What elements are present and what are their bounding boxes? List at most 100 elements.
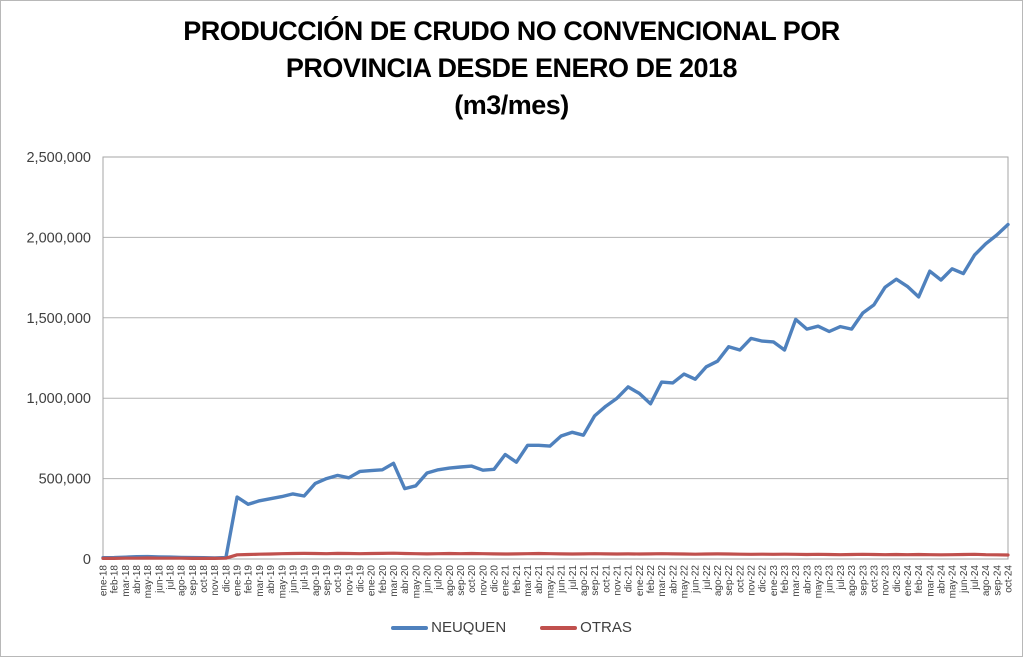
x-axis-tick-label: may-20 [411,565,422,599]
legend-label-otras: OTRAS [580,619,632,636]
x-axis-tick-label: feb-24 [914,565,925,594]
x-axis-tick-label: mar-18 [121,565,132,597]
x-axis-tick-label: jun-21 [557,565,568,594]
x-axis-tick-label: dic-18 [221,565,232,593]
x-axis-tick-label: oct-22 [735,565,746,593]
x-axis-tick-label: ene-20 [367,565,378,597]
x-axis-tick-label: jun-18 [154,565,165,594]
x-axis-tick-label: sep-20 [456,565,467,596]
x-axis-tick-label: dic-22 [758,565,769,593]
x-axis-tick-label: ene-24 [903,565,914,597]
x-axis-tick-label: jun-23 [825,565,836,594]
x-axis-tick-label: abr-20 [400,565,411,594]
x-axis-tick-label: abr-19 [266,565,277,594]
y-axis-tick-label: 0 [83,552,91,568]
x-axis-tick-label: feb-21 [512,565,523,594]
x-axis-tick-label: ago-21 [579,565,590,597]
x-axis-tick-label: oct-20 [467,565,478,593]
x-axis-tick-label: mar-24 [925,565,936,597]
x-axis-tick-label: jun-19 [288,565,299,594]
x-axis-tick-label: dic-19 [355,565,366,593]
x-axis-tick-label: jul-23 [836,565,847,591]
chart-title: PRODUCCIÓN DE CRUDO NO CONVENCIONAL POR … [1,13,1022,124]
x-axis-tick-label: sep-24 [992,565,1003,596]
x-axis-tick-label: may-18 [143,565,154,599]
x-axis-tick-label: mar-20 [389,565,400,597]
x-axis-tick-label: oct-24 [1004,565,1015,593]
x-axis-tick-label: mar-21 [523,565,534,597]
x-axis-tick-label: abr-21 [534,565,545,594]
x-axis-tick-label: feb-18 [110,565,121,594]
x-axis-tick-label: sep-19 [322,565,333,596]
plot-border [102,156,1009,560]
x-axis-tick-label: may-22 [679,565,690,599]
x-axis-tick-label: may-21 [545,565,556,599]
x-axis-tick-label: jul-24 [970,565,981,591]
x-axis-tick-label: mar-23 [791,565,802,597]
x-axis-tick-label: jul-20 [434,565,445,591]
x-axis-tick-label: ago-20 [445,565,456,597]
x-axis-tick-label: mar-19 [255,565,266,597]
legend-item-otras: OTRAS [540,619,632,636]
x-axis-tick-label: ago-23 [847,565,858,597]
x-axis-tick-label: dic-20 [490,565,501,593]
x-axis-tick-label: oct-21 [601,565,612,593]
chart-title-line-2: PROVINCIA DESDE ENERO DE 2018 [285,53,738,83]
x-axis-tick-label: feb-19 [244,565,255,594]
x-axis-tick-label: ene-22 [635,565,646,597]
x-axis-tick-label: nov-22 [747,565,758,596]
x-axis-tick-label: sep-23 [858,565,869,596]
x-axis-tick-label: nov-21 [612,565,623,596]
x-axis-tick-label: oct-23 [869,565,880,593]
x-axis-tick-label: nov-19 [344,565,355,596]
x-axis-tick-label: oct-18 [199,565,210,593]
legend-label-neuquen: NEUQUEN [431,619,507,636]
x-axis-tick-label: dic-21 [624,565,635,593]
x-axis-tick-label: ene-19 [233,565,244,597]
x-axis-tick-label: jun-22 [691,565,702,594]
x-axis-tick-label: jun-24 [959,565,970,594]
x-axis-tick-label: sep-22 [724,565,735,596]
x-axis-tick-label: jul-19 [300,565,311,591]
x-axis-tick-label: jun-20 [423,565,434,594]
x-axis-tick-label: nov-20 [478,565,489,596]
y-axis-tick-label: 2,500,000 [26,150,91,166]
x-axis-tick-label: may-24 [948,565,959,599]
x-axis-tick-label: abr-23 [802,565,813,594]
x-axis-tick-label: ago-19 [311,565,322,597]
x-axis-tick-label: mar-22 [657,565,668,597]
y-axis-tick-label: 1,000,000 [26,391,91,407]
x-axis-tick-label: ago-22 [713,565,724,597]
x-axis-tick-label: ago-18 [177,565,188,597]
x-axis-tick-label: ago-24 [981,565,992,597]
x-axis-tick-label: jul-22 [702,565,713,591]
x-axis-tick-label: feb-22 [646,565,657,594]
x-axis-tick-label: may-19 [277,565,288,599]
chart-title-line-1: PRODUCCIÓN DE CRUDO NO CONVENCIONAL POR [183,16,840,46]
x-axis-tick-label: feb-20 [378,565,389,594]
x-axis-tick-label: jul-18 [166,565,177,591]
x-axis-tick-label: abr-22 [668,565,679,594]
x-axis-tick-label: ene-18 [99,565,110,597]
chart-title-line-3: (m3/mes) [454,90,569,120]
x-axis-tick-label: feb-23 [780,565,791,594]
x-axis-tick-label: abr-18 [132,565,143,594]
x-axis-tick-label: ene-23 [769,565,780,597]
x-axis-tick-label: dic-23 [892,565,903,593]
legend-item-neuquen: NEUQUEN [391,619,506,636]
x-axis-tick-label: oct-19 [333,565,344,593]
x-axis-tick-label: abr-24 [936,565,947,594]
y-axis-tick-label: 2,000,000 [26,230,91,246]
neuquen-line-swatch [391,625,429,630]
otras-line-swatch [540,625,578,630]
series-line-otras [101,551,1010,561]
x-axis-tick-label: jul-21 [568,565,579,591]
y-axis-tick-label: 500,000 [39,472,91,488]
x-axis-tick-label: nov-23 [881,565,892,596]
y-axis-tick-label: 1,500,000 [26,311,91,327]
x-axis-tick-label: ene-21 [501,565,512,597]
x-axis-tick-label: may-23 [814,565,825,599]
chart-legend: NEUQUEN OTRAS [1,619,1022,636]
